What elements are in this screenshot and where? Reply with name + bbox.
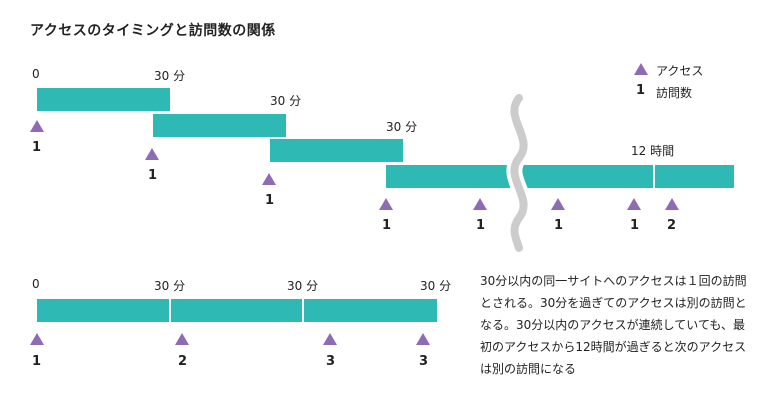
top-label-30min-b: 30 分: [270, 94, 302, 108]
legend-access-triangle-icon: [634, 63, 648, 75]
diagram-title: アクセスのタイミングと訪問数の関係: [30, 23, 276, 39]
top-access-marker-7: [627, 198, 641, 210]
bottom-label-30min-b: 30 分: [287, 279, 319, 293]
top-count-4: 1: [382, 218, 392, 233]
bottom-count-4: 3: [419, 354, 429, 369]
top-access-marker-1: [30, 120, 44, 132]
bottom-access-marker-4: [416, 333, 430, 345]
legend-access-label: アクセス: [656, 64, 704, 78]
bottom-count-3: 3: [326, 354, 336, 369]
top-bar-4-12h-divider: [653, 165, 655, 188]
top-access-marker-8: [665, 198, 679, 210]
bottom-access-marker-2: [175, 333, 189, 345]
bottom-bar-divider-2: [302, 299, 304, 322]
bottom-label-30min-a: 30 分: [154, 279, 186, 293]
top-bar-2: [153, 114, 286, 137]
top-count-5: 1: [476, 218, 486, 233]
description-text: 30分以内の同一サイトへのアクセスは１回の訪問とされる。30分を過ぎてのアクセス…: [480, 274, 747, 376]
top-label-12hours: 12 時間: [631, 144, 675, 158]
top-access-marker-2: [145, 148, 159, 160]
top-count-7: 1: [630, 218, 640, 233]
bottom-count-1: 1: [32, 354, 42, 369]
top-access-marker-3: [262, 173, 276, 185]
legend-visit-label: 訪問数: [656, 86, 693, 100]
top-count-8: 2: [667, 218, 677, 233]
bottom-label-zero: 0: [32, 277, 40, 291]
bottom-label-30min-c: 30 分: [420, 279, 452, 293]
top-access-marker-5: [473, 198, 487, 210]
top-bar-1: [37, 88, 170, 111]
bottom-bar: [37, 299, 437, 322]
bottom-bar-divider-1: [169, 299, 171, 322]
bottom-count-2: 2: [178, 354, 188, 369]
top-bar-3: [270, 139, 403, 162]
top-access-marker-4: [379, 198, 393, 210]
top-label-zero: 0: [32, 67, 40, 81]
top-count-3: 1: [265, 193, 275, 208]
top-label-30min-c: 30 分: [386, 120, 418, 134]
bottom-access-marker-1: [30, 333, 44, 345]
top-count-6: 1: [554, 218, 564, 233]
legend-visit-symbol: 1: [636, 83, 646, 98]
top-label-30min-a: 30 分: [154, 69, 186, 83]
top-count-2: 1: [148, 168, 158, 183]
bottom-access-marker-3: [323, 333, 337, 345]
top-bar-4: [386, 165, 734, 188]
top-access-marker-6: [551, 198, 565, 210]
top-count-1: 1: [32, 140, 42, 155]
